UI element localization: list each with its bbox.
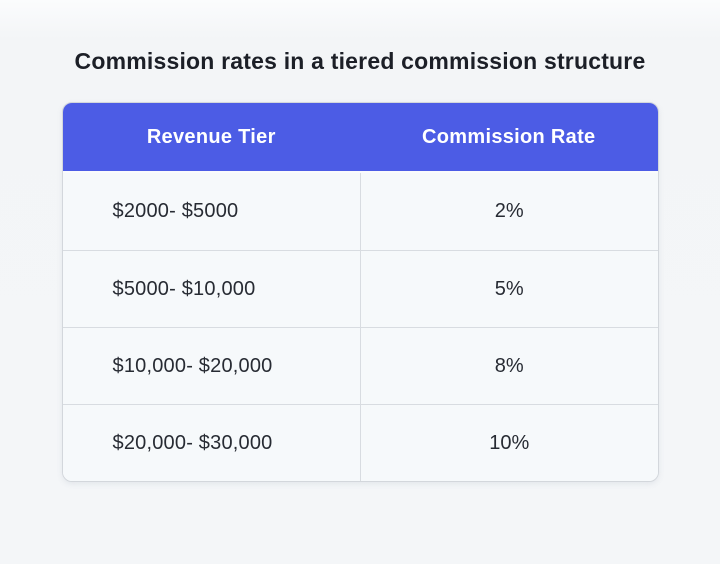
rate-cell: 5% [360, 251, 658, 327]
rate-cell: 2% [360, 173, 658, 250]
table-row: $10,000- $20,000 8% [62, 327, 658, 404]
tier-cell: $2000- $5000 [112, 200, 239, 222]
table-body: $2000- $5000 2% $5000- $10,000 5% $10,00… [62, 173, 658, 481]
rate-cell: 10% [360, 405, 658, 481]
tier-cell: $20,000- $30,000 [112, 431, 273, 454]
column-header-revenue-tier: Revenue Tier [146, 125, 276, 148]
rate-cell: 8% [360, 328, 658, 404]
page-title: Commission rates in a tiered commission … [74, 48, 646, 74]
tier-cell: $10,000- $20,000 [112, 354, 273, 377]
commission-table: Revenue Tier Commission Rate $2000- $500… [61, 102, 659, 482]
table-row: $20,000- $30,000 10% [62, 404, 658, 481]
tier-cell: $5000- $10,000 [112, 277, 256, 300]
table-row: $2000- $5000 2% [62, 173, 658, 250]
table-row: $5000- $10,000 5% [62, 250, 658, 327]
table-header-row: Revenue Tier Commission Rate [62, 103, 658, 173]
column-header-commission-rate: Commission Rate [422, 125, 596, 148]
